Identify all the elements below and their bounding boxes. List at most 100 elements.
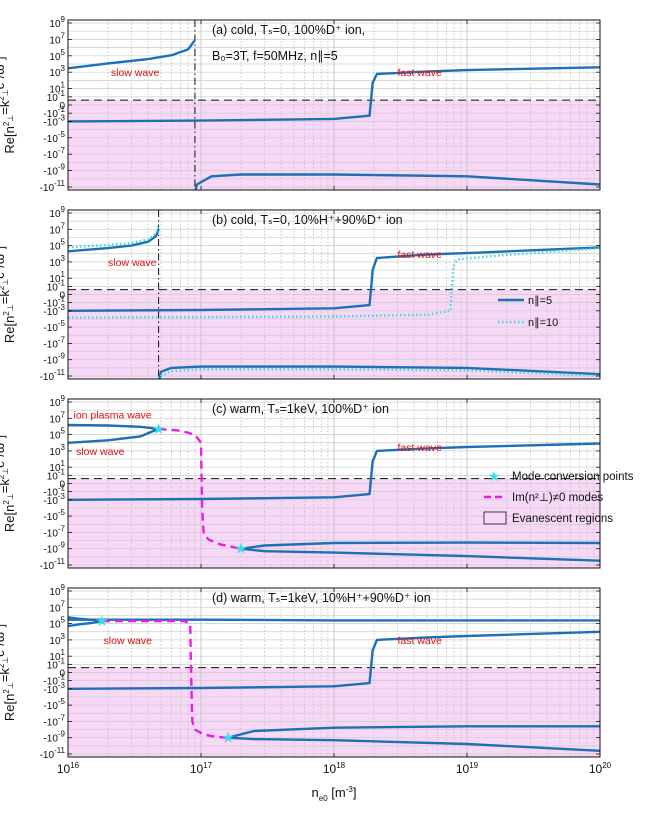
mode-conversion-point: ★ bbox=[95, 613, 108, 630]
y-tick-label: 101 bbox=[49, 81, 65, 96]
series-line-4 bbox=[68, 630, 600, 690]
wave-label: slow wave bbox=[104, 635, 153, 647]
series-line-3 bbox=[102, 619, 229, 739]
y-tick-label: -10-1 bbox=[43, 484, 65, 499]
series-line-0 bbox=[68, 228, 160, 253]
y-tick-label: -10-5 bbox=[43, 130, 65, 145]
panel-c: ★★10910710510310110-10-10-1-10-3-10-5-10… bbox=[40, 394, 634, 572]
y-tick-label: -10-5 bbox=[43, 319, 65, 334]
y-tick-label: 0 bbox=[59, 101, 65, 112]
y-tick-label: -10-1 bbox=[43, 295, 65, 310]
legend: n∥=5 n∥=10 bbox=[498, 295, 558, 329]
mode-conversion-point: ★ bbox=[234, 541, 247, 558]
y-tick-label: 101 bbox=[49, 270, 65, 285]
x-tick-label: 1019 bbox=[456, 761, 479, 776]
y-tick-label: -10-9 bbox=[43, 730, 65, 745]
svg-text:Re[n2⊥=k2⊥c2/ω2]: Re[n2⊥=k2⊥c2/ω2] bbox=[0, 624, 17, 721]
legend-label: n∥=10 bbox=[528, 317, 558, 329]
series-line-2 bbox=[158, 427, 242, 550]
series-line-3 bbox=[68, 442, 600, 501]
y-tick-label: 105 bbox=[49, 48, 65, 63]
y-tick-label: -10-11 bbox=[40, 368, 66, 383]
wave-label: fast wave bbox=[397, 442, 442, 454]
y-tick-label: 101 bbox=[49, 648, 65, 663]
y-tick-label: 107 bbox=[49, 221, 65, 236]
legend-label: Evanescent regions bbox=[512, 513, 613, 525]
x-tick-label: 1020 bbox=[589, 761, 612, 776]
y-tick-label: 109 bbox=[49, 205, 65, 220]
y-tick-label: 10-1 bbox=[47, 278, 66, 293]
panel-d: ★★10910710510310110-10-10-1-10-3-10-5-10… bbox=[40, 583, 601, 761]
mode-conversion-point: ★ bbox=[221, 730, 234, 747]
series-line-6 bbox=[228, 736, 600, 752]
y-tick-label: 105 bbox=[49, 427, 65, 442]
y-tick-label: -10-7 bbox=[43, 335, 65, 350]
y-tick-label: -10-11 bbox=[40, 179, 66, 194]
panel-title: (d) warm, Tₛ=1keV, 10%H⁺+90%D⁺ ion bbox=[212, 591, 431, 605]
y-tick-label: 103 bbox=[49, 632, 65, 647]
y-tick-label: 107 bbox=[49, 31, 65, 46]
panel-title-line2: B₀=3T, f=50MHz, n∥=5 bbox=[212, 49, 338, 63]
y-tick-label: -10-9 bbox=[43, 541, 65, 556]
panel-title: (c) warm, Tₛ=1keV, 100%D⁺ ion bbox=[212, 402, 389, 416]
series-line-1 bbox=[68, 66, 600, 123]
wave-label: slow wave bbox=[108, 257, 157, 269]
y-tick-label: -10-3 bbox=[43, 492, 65, 507]
y-tick-label: 0 bbox=[59, 480, 65, 491]
legend-label: n∥=5 bbox=[528, 295, 552, 307]
y-tick-label: -10-7 bbox=[43, 713, 65, 728]
x-tick-label: 1018 bbox=[323, 761, 346, 776]
series-line-5 bbox=[240, 547, 600, 562]
y-tick-label: 107 bbox=[49, 410, 65, 425]
panel-title: (a) cold, Tₛ=0, 100%D⁺ ion, bbox=[212, 23, 365, 37]
y-tick-label: 103 bbox=[49, 254, 65, 269]
x-axis-label: ne0 [m-3] bbox=[312, 785, 357, 803]
svg-text:(b) cold, Tₛ=0, 10%H⁺+90%D⁺ io: (b) cold, Tₛ=0, 10%H⁺+90%D⁺ ion bbox=[212, 213, 403, 227]
y-tick-label: -10-11 bbox=[40, 557, 66, 572]
svg-text:★: ★ bbox=[488, 468, 501, 484]
y-tick-label: 0 bbox=[59, 669, 65, 680]
y-tick-label: -10-7 bbox=[43, 146, 65, 161]
y-tick-label: 101 bbox=[49, 459, 65, 474]
x-tick-label: 1017 bbox=[190, 761, 213, 776]
y-tick-label: -10-7 bbox=[43, 524, 65, 539]
y-tick-label: 10-1 bbox=[47, 656, 66, 671]
x-tick-label: 1016 bbox=[57, 761, 80, 776]
series-line-4 bbox=[158, 365, 600, 379]
y-tick-label: 103 bbox=[49, 443, 65, 458]
series-line-2 bbox=[68, 246, 600, 312]
svg-text:Re[n2⊥=k2⊥c2/ω2]: Re[n2⊥=k2⊥c2/ω2] bbox=[0, 56, 17, 153]
y-tick-label: -10-5 bbox=[43, 508, 65, 523]
y-tick-label: -10-9 bbox=[43, 352, 65, 367]
y-tick-label: 109 bbox=[49, 15, 65, 30]
series-line-1 bbox=[68, 619, 103, 628]
series-line-2 bbox=[68, 616, 103, 623]
wave-label: ion plasma wave bbox=[74, 409, 152, 421]
y-tick-label: -10-11 bbox=[40, 746, 66, 761]
series-line-0 bbox=[68, 618, 600, 622]
y-tick-label: -10-5 bbox=[43, 697, 65, 712]
svg-text:Re[n2⊥=k2⊥c2/ω2]: Re[n2⊥=k2⊥c2/ω2] bbox=[0, 246, 17, 343]
series-line-1 bbox=[68, 225, 160, 249]
svg-text:(c) warm, Tₛ=1keV, 100%D⁺ ion: (c) warm, Tₛ=1keV, 100%D⁺ ion bbox=[212, 402, 389, 416]
y-tick-label: 105 bbox=[49, 238, 65, 253]
y-tick-label: 10-1 bbox=[47, 89, 66, 104]
y-tick-label: -10-9 bbox=[43, 163, 65, 178]
svg-text:Re[n2⊥=k2⊥c2/ω2]: Re[n2⊥=k2⊥c2/ω2] bbox=[0, 435, 17, 532]
series-line-1 bbox=[68, 427, 160, 444]
wave-label: fast wave bbox=[397, 249, 442, 261]
series-line-5 bbox=[159, 368, 600, 379]
legend-label: Mode conversion points bbox=[512, 471, 634, 483]
wave-label: slow wave bbox=[76, 446, 125, 458]
series-line-0 bbox=[68, 423, 159, 431]
legend: ★ Mode conversion points Im(n²⊥)≠0 modes Ev… bbox=[483, 468, 634, 525]
wave-label: fast wave bbox=[397, 67, 442, 79]
y-tick-label: 10-1 bbox=[47, 467, 66, 482]
legend-label: Im(n²⊥)≠0 modes bbox=[512, 492, 603, 504]
series-line-4 bbox=[240, 541, 600, 550]
y-axis-label: Re[n2⊥=k2⊥c2/ω2] Re[n2⊥=k2⊥c2/ω2] Re[n2⊥=k… bbox=[0, 56, 17, 721]
y-tick-label: -10-1 bbox=[43, 673, 65, 688]
